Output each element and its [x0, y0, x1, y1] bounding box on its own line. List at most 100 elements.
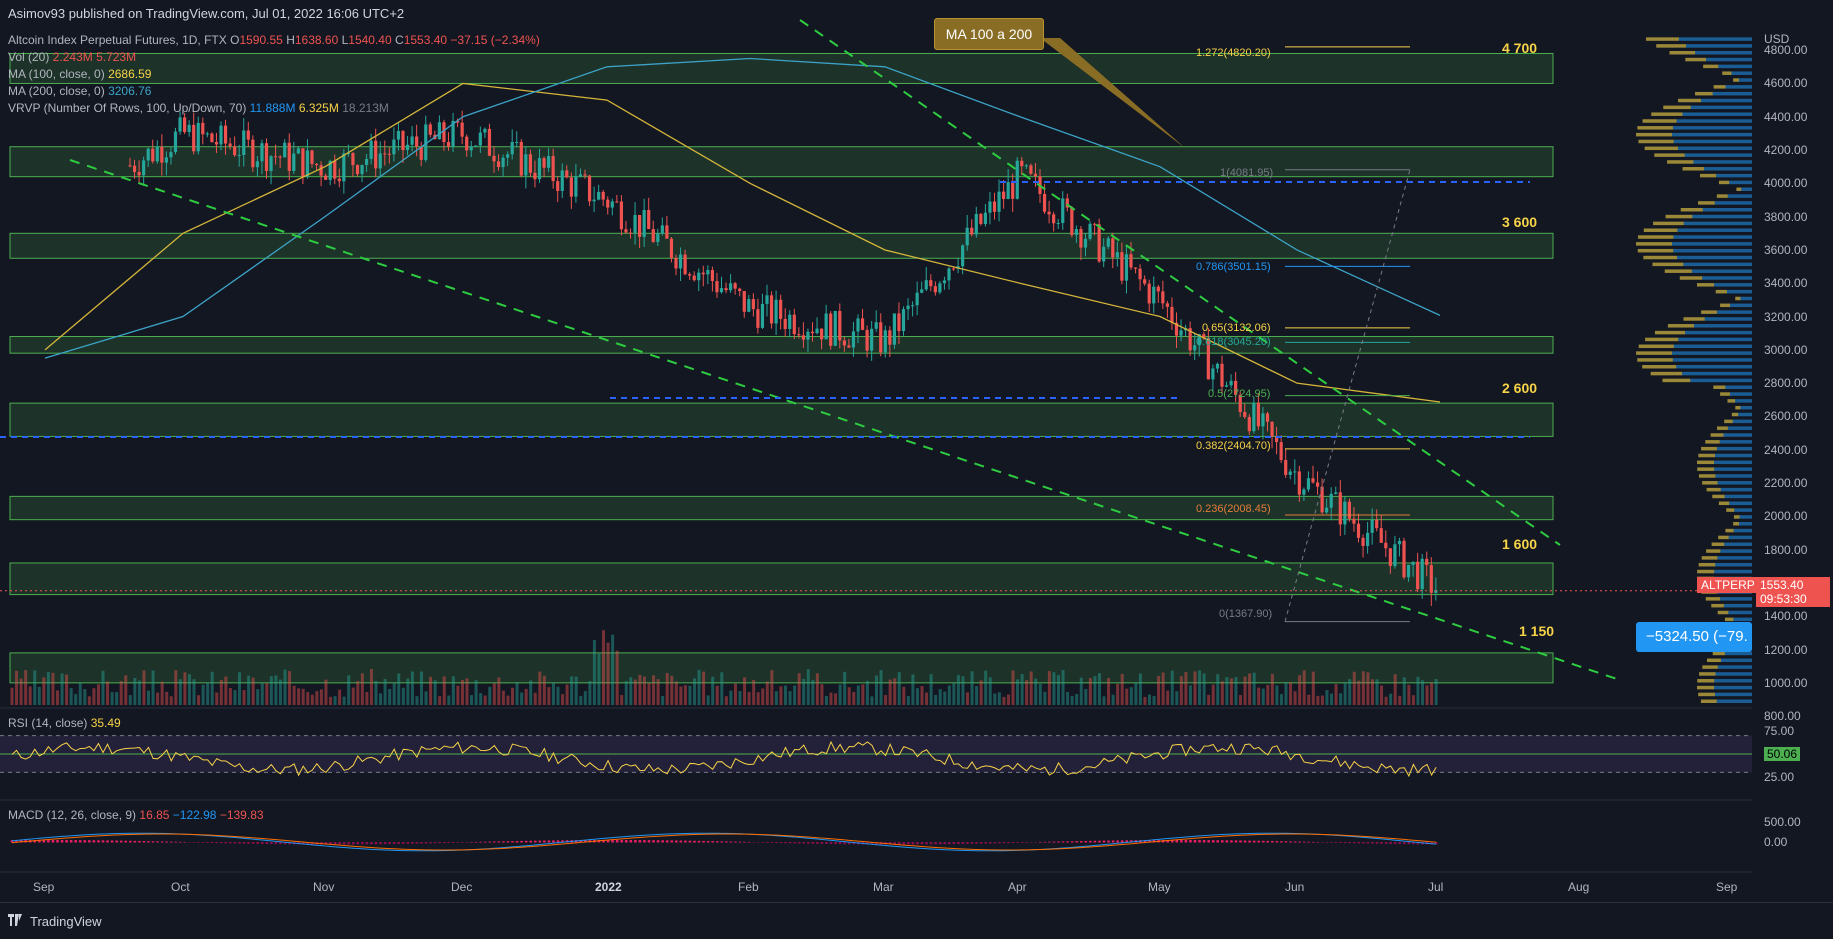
vrvp-up-bar	[1714, 692, 1752, 697]
macd-hist-bar	[775, 842, 778, 844]
measure-label[interactable]: −5324.50 (−79.	[1636, 622, 1752, 652]
vrvp-down-bar	[1716, 194, 1728, 198]
volume-bar	[42, 677, 46, 705]
volume-bar	[738, 691, 742, 705]
macd-hist-bar	[511, 841, 514, 843]
volume-bar	[1111, 694, 1115, 705]
volume-bar	[697, 669, 701, 705]
symbol-price-tag: ALTPERP	[1697, 577, 1759, 593]
macd-hist-bar	[725, 841, 728, 843]
macd-hist-bar	[1403, 842, 1406, 845]
candle-body	[647, 209, 651, 229]
macd-hist-bar	[966, 842, 969, 844]
volume-bar	[297, 688, 301, 705]
volume-bar	[1229, 678, 1233, 705]
macd-hist-bar	[702, 840, 705, 843]
rsi-legend[interactable]: RSI (14, close) 35.49	[8, 716, 121, 730]
volume-bar	[274, 675, 278, 705]
vrvp-down-bar	[1638, 344, 1674, 349]
ma100-row[interactable]: MA (100, close, 0) 2686.59	[8, 67, 152, 81]
macd-hist-bar	[342, 842, 346, 845]
volume-bar	[438, 696, 442, 705]
vrvp-up-bar	[1676, 119, 1752, 123]
candle-body	[1020, 160, 1024, 167]
macd-hist-bar	[1357, 842, 1361, 844]
candle-body	[1388, 548, 1392, 567]
macd-hist-bar	[743, 841, 746, 843]
macd-hist-bar	[620, 839, 623, 843]
volume-bar	[615, 650, 619, 705]
volume-bar	[201, 684, 205, 705]
candle-body	[201, 122, 205, 135]
volume-bar	[301, 688, 305, 705]
vrvp-row[interactable]: VRVP (Number Of Rows, 100, Up/Down, 70) …	[8, 101, 389, 115]
candle-body	[396, 131, 401, 140]
candle-body	[1293, 471, 1297, 473]
price-axis[interactable]: USD 4800.00 4600.00 4400.00 4200.00 4000.00 38…	[1752, 0, 1833, 938]
macd-label: MACD (12, 26, close, 9)	[8, 808, 137, 822]
macd-legend[interactable]: MACD (12, 26, close, 9) 16.85 −122.98 −1…	[8, 808, 264, 822]
macd-hist-bar	[543, 840, 546, 843]
volume-bar	[269, 676, 273, 705]
candle-body	[769, 295, 774, 324]
candle-body	[228, 143, 232, 147]
volume-bar	[665, 672, 669, 705]
volume-bar	[788, 691, 792, 705]
vrvp-up-bar	[1714, 467, 1752, 471]
macd-hist-bar	[697, 840, 701, 843]
macd-hist-bar	[242, 842, 246, 844]
volume-bar	[1020, 674, 1024, 705]
candle-body	[610, 201, 614, 208]
time-axis[interactable]: Sep Oct Nov Dec 2022 Feb Mar Apr May Jun Jul Aug Sep	[0, 872, 1752, 902]
volume-bar	[1252, 672, 1256, 705]
vrvp-down-bar	[1726, 508, 1735, 512]
volume-bar	[966, 692, 969, 705]
volume-bar	[1239, 695, 1242, 705]
candle-body	[1265, 413, 1270, 422]
volume-bar	[474, 680, 478, 705]
candle-body	[1220, 363, 1224, 387]
candle-body	[888, 330, 892, 345]
macd-hist-bar	[224, 842, 228, 844]
candle-body	[810, 331, 815, 334]
vrvp-down-bar	[1701, 446, 1717, 451]
vrvp-down-bar	[1699, 672, 1716, 676]
macd-hist-bar	[538, 840, 542, 843]
price-tick-label: 2000.00	[1764, 509, 1808, 524]
macd-hist-bar	[925, 842, 928, 845]
ma-note-callout[interactable]: MA 100 a 200	[934, 18, 1044, 50]
candle-body	[474, 145, 478, 147]
candle-body	[173, 131, 178, 153]
candle-body	[1015, 160, 1019, 199]
symbol-name[interactable]: Altcoin Index Perpetual Futures, 1D, FTX	[8, 33, 227, 47]
candle-body	[483, 128, 487, 133]
candle-body	[151, 148, 155, 162]
candle-body	[1338, 492, 1342, 525]
volume-bar	[369, 669, 373, 705]
volume-bar	[747, 692, 751, 705]
volume-bar	[984, 670, 988, 705]
volume-bar	[56, 690, 59, 705]
ma200-row[interactable]: MA (200, close, 0) 3206.76	[8, 84, 152, 98]
vrvp-up-bar	[1714, 201, 1752, 205]
vrvp-down-bar	[1712, 651, 1725, 656]
volume-bar	[1361, 671, 1365, 705]
vrvp-down-bar	[1720, 303, 1730, 308]
vol-row[interactable]: Vol (20) 2.243M 5.723M	[8, 50, 137, 64]
main-chart[interactable]	[0, 0, 1752, 902]
vrvp-down-bar	[1643, 255, 1678, 260]
volume-bar	[820, 684, 824, 705]
volume-bar	[1198, 670, 1202, 705]
macd-hist-bar	[38, 839, 41, 843]
macd-hist-bar	[506, 841, 510, 843]
candle-body	[624, 229, 628, 233]
vrvp-up-bar	[1725, 85, 1752, 89]
macd-hist-bar	[1430, 842, 1433, 845]
volume-bar	[925, 692, 929, 705]
candle-body	[924, 280, 928, 290]
volume-bar	[1330, 693, 1333, 705]
macd-hist-bar	[797, 842, 801, 844]
macd-hist-bar	[201, 842, 205, 843]
vrvp-up-bar	[1702, 207, 1752, 212]
macd-hist-bar	[729, 841, 733, 843]
